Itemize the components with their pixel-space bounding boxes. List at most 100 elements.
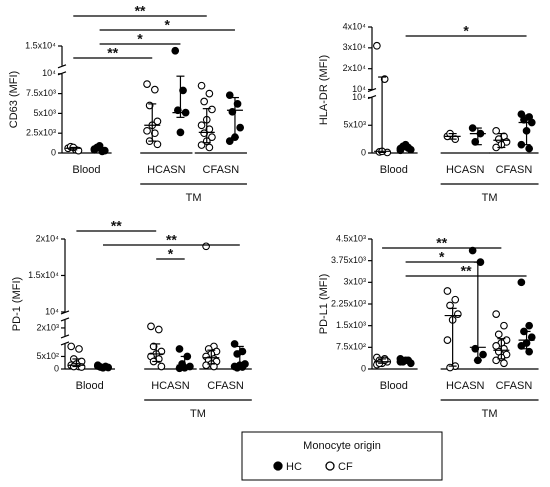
y-tick-label: 0 — [51, 147, 56, 157]
axis-break — [57, 71, 67, 76]
data-point — [233, 100, 242, 108]
y-tick-label: 0 — [361, 363, 366, 373]
y-tick-label: 2x10⁴ — [343, 63, 367, 73]
data-point — [150, 85, 159, 94]
y-tick-label: 0 — [361, 147, 366, 157]
data-point — [479, 350, 487, 359]
y-tick-label: 10⁴ — [352, 92, 366, 102]
y-tick-label: 2x10³ — [36, 322, 59, 332]
significance-label: ** — [436, 235, 447, 251]
data-point — [492, 356, 501, 365]
y-tick-label: 1.5x10⁴ — [28, 270, 59, 280]
data-point — [143, 80, 151, 88]
data-point — [208, 133, 216, 142]
data-point — [468, 246, 477, 255]
legend-title: Monocyte origin — [303, 440, 381, 452]
data-point — [492, 310, 501, 318]
data-point — [200, 129, 209, 138]
x-tick-label: CFASN — [496, 164, 533, 176]
axis-break — [57, 64, 67, 69]
significance-label: ** — [107, 45, 118, 61]
x-tick-label: CFASN — [496, 380, 533, 392]
y-tick-label: 5x10³ — [343, 120, 366, 130]
data-point — [149, 342, 158, 351]
y-tick-label: 5x10² — [36, 351, 59, 361]
data-point — [143, 126, 151, 135]
legend-box — [241, 431, 443, 481]
data-point — [179, 86, 187, 95]
y-axis-label: PD-1 (MFI) — [11, 277, 23, 331]
data-point — [176, 128, 185, 137]
y-axis-label: PD-L1 (MFI) — [318, 274, 330, 335]
y-tick-label: 4.5x10³ — [336, 233, 366, 243]
y-tick-label: 10⁴ — [352, 84, 366, 94]
significance-label: * — [168, 246, 174, 262]
y-tick-label: 5x10³ — [33, 108, 56, 118]
significance-label: ** — [461, 263, 472, 279]
group-label: TM — [190, 408, 206, 420]
y-tick-label: 10⁴ — [45, 306, 59, 316]
data-point — [451, 295, 460, 304]
data-point — [453, 310, 462, 318]
data-point — [153, 117, 162, 126]
group-label: TM — [482, 192, 498, 204]
group-label: TM — [186, 192, 202, 204]
data-point — [208, 105, 216, 114]
data-point — [373, 41, 381, 50]
data-point — [200, 97, 209, 106]
y-tick-label: 3x10⁴ — [343, 42, 367, 52]
legend-label: CF — [338, 461, 353, 473]
data-point — [500, 359, 508, 368]
data-point — [197, 121, 206, 130]
data-point — [150, 129, 159, 138]
x-tick-label: Blood — [380, 380, 408, 392]
y-tick-label: 4x10⁴ — [343, 21, 367, 31]
y-tick-label: 10⁴ — [42, 68, 56, 78]
data-point — [202, 361, 210, 370]
data-point — [525, 321, 534, 330]
data-point — [225, 137, 234, 145]
data-point — [171, 46, 180, 55]
x-tick-label: CFASN — [207, 380, 244, 392]
data-point — [225, 91, 234, 100]
y-axis-label: HLA-DR (MFI) — [318, 55, 330, 125]
significance-label: * — [165, 17, 171, 33]
data-point — [197, 81, 206, 90]
data-point — [233, 363, 242, 372]
y-tick-label: 7.5x10³ — [26, 88, 56, 98]
data-point — [492, 126, 501, 135]
data-point — [154, 325, 163, 334]
data-point — [233, 350, 242, 358]
axis-break — [60, 341, 70, 346]
x-tick-label: HCASN — [147, 164, 186, 176]
data-point — [175, 345, 184, 353]
axis-break — [60, 334, 70, 339]
data-point — [230, 340, 239, 348]
group-label: TM — [482, 408, 498, 420]
data-point — [173, 106, 182, 115]
data-point — [525, 144, 534, 153]
data-point — [205, 89, 214, 98]
significance-label: * — [439, 249, 445, 265]
axis-break — [60, 317, 70, 322]
data-point — [517, 278, 526, 287]
axis-break — [367, 94, 377, 100]
x-tick-label: Blood — [380, 164, 408, 176]
y-tick-label: 3.75x10³ — [331, 255, 366, 265]
data-point — [500, 321, 508, 330]
significance-label: ** — [166, 232, 177, 248]
significance-label: ** — [135, 3, 146, 19]
y-tick-label: 7.5x10² — [336, 342, 366, 352]
data-point — [443, 336, 452, 344]
y-tick-label: 0 — [54, 363, 59, 373]
y-tick-label: 2.5x10³ — [26, 128, 56, 138]
x-tick-label: Blood — [76, 380, 104, 392]
y-tick-label: 1.5x10⁴ — [25, 40, 56, 50]
y-tick-label: 2.25x10³ — [331, 298, 366, 308]
y-tick-label: 2x10⁴ — [36, 233, 60, 243]
y-axis-label: CD63 (MFI) — [8, 71, 20, 128]
data-point — [210, 362, 218, 371]
data-point — [147, 322, 155, 331]
data-point — [67, 342, 76, 351]
data-point — [205, 143, 214, 152]
